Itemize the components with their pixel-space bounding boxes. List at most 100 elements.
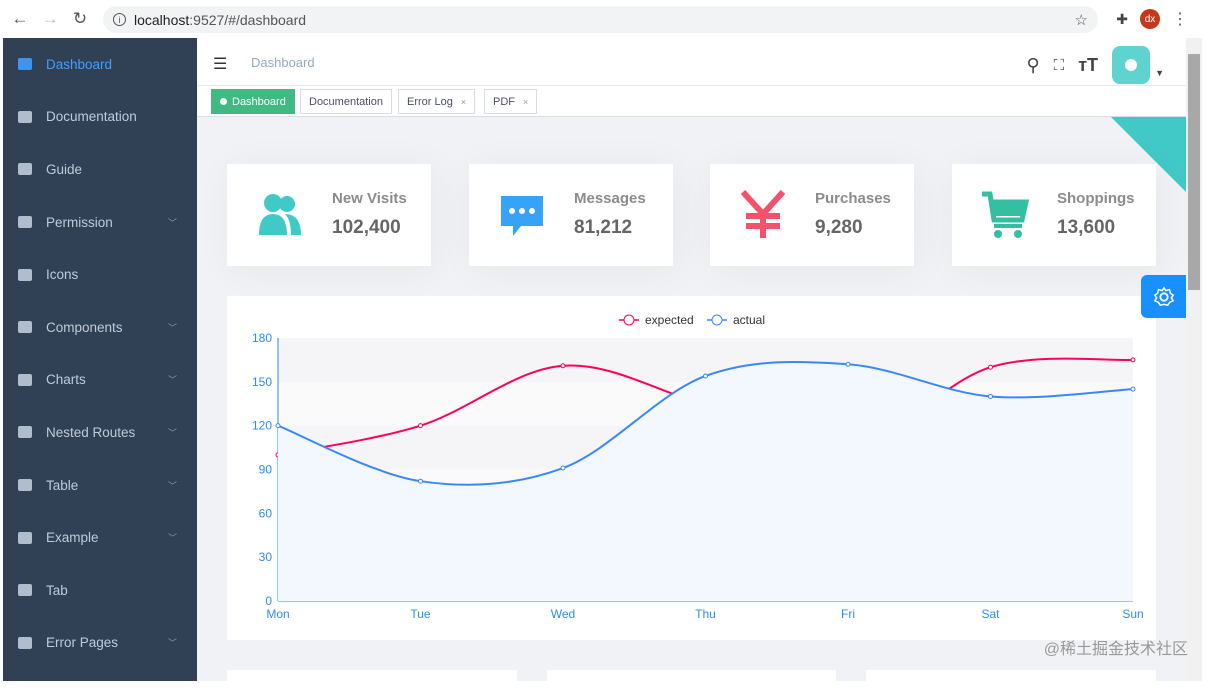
card-label: New Visits [332,190,407,207]
card-label: Messages [574,190,646,207]
settings-button[interactable] [1141,275,1186,318]
profile-avatar[interactable]: dx [1140,9,1160,29]
card-messages[interactable]: Messages 81,212 [469,164,673,266]
breadcrumb[interactable]: Dashboard [251,55,315,70]
x-tick-label: Thu [695,607,716,621]
nested-routes-icon [18,426,32,439]
data-point [703,373,708,379]
card-value: 81,212 [574,217,633,238]
tag-label: Dashboard [232,95,286,108]
x-tick-label: Sun [1122,607,1143,621]
fullscreen-icon[interactable]: ⛶ [1053,56,1065,74]
sidebar-item-guide[interactable]: Guide [3,143,197,196]
url-host: localhost [134,11,190,28]
sidebar-item-label: Table [46,477,79,493]
icons-icon [18,268,32,281]
card-label: Shoppings [1057,190,1135,207]
legend-label: expected [645,313,694,327]
gear-icon [1153,286,1174,306]
x-tick-label: Tue [410,607,431,621]
avatar[interactable] [1112,46,1150,84]
address-bar[interactable]: i localhost:9527/#/dashboard ☆ [103,6,1098,33]
legend-marker [623,314,635,326]
close-icon[interactable]: × [523,96,529,107]
data-point [1130,357,1136,363]
bookmark-star-icon[interactable]: ☆ [1074,11,1088,29]
info-icon[interactable]: i [113,13,126,26]
data-point [275,423,281,429]
chevron-down-icon: ﹀ [167,217,177,228]
bottom-panel [866,670,1156,690]
sidebar-item-label: Example [46,530,99,546]
sidebar-item-label: Tab [46,582,68,598]
search-icon[interactable]: ⚲ [1026,54,1040,75]
forward-icon[interactable]: → [41,9,59,28]
sidebar-item-icons[interactable]: Icons [3,248,197,301]
hamburger-icon[interactable]: ☰ [213,56,228,73]
sidebar-item-dashboard[interactable]: Dashboard [3,38,197,91]
sidebar-item-label: Charts [46,372,86,388]
sidebar-item-error-pages[interactable]: Error Pages ﹀ [3,617,197,670]
sidebar-item-label: Guide [46,161,83,177]
sidebar-item-tab[interactable]: Tab [3,564,197,617]
user-menu[interactable]: ▼ [1112,46,1164,84]
sidebar-item-label: Components [46,319,123,335]
caret-down-icon[interactable]: ▼ [1155,68,1164,78]
sidebar-item-label: Error Pages [46,635,119,651]
example-icon [18,531,32,544]
sidebar-item-documentation[interactable]: Documentation [3,91,197,144]
sidebar-item-label: Nested Routes [46,424,136,440]
reload-icon[interactable]: ↻ [72,9,88,28]
x-tick-label: Fri [841,607,855,621]
tag-pdf[interactable]: PDF × [484,89,538,114]
charts-icon [18,373,32,386]
sidebar-item-table[interactable]: Table ﹀ [3,459,197,512]
tab-icon [18,584,32,597]
active-dot-icon [220,98,227,105]
sidebar-item-label: Dashboard [46,56,113,72]
tag-error-log[interactable]: Error Log × [398,89,476,114]
back-icon[interactable]: ← [11,9,29,28]
menu-icon[interactable]: ⋮ [1172,11,1188,28]
card-shoppings[interactable]: Shoppings 13,600 [952,164,1156,266]
data-point [988,364,993,370]
documentation-icon [18,110,32,123]
chevron-down-icon: ﹀ [167,322,177,333]
tag-dashboard[interactable]: Dashboard [211,89,295,114]
close-icon[interactable]: × [460,96,467,107]
card-purchases[interactable]: Purchases 9,280 [710,164,914,266]
sidebar-item-nested-routes[interactable]: Nested Routes ﹀ [3,406,197,459]
sidebar-item-example[interactable]: Example ﹀ [3,511,197,564]
extensions-icon[interactable]: ✚ [1116,10,1128,27]
legend-label: actual [733,313,765,327]
data-point [988,393,993,399]
bottom-panel [547,670,836,690]
y-tick-label: 30 [259,550,273,564]
guide-icon [18,163,32,176]
card-value: 9,280 [815,217,863,238]
chevron-down-icon: ﹀ [167,480,177,491]
data-point [418,423,423,429]
card-value: 102,400 [332,217,401,238]
scrollbar-thumb[interactable] [1188,54,1200,290]
dashboard-icon [18,58,32,71]
chevron-down-icon: ﹀ [167,533,177,544]
sidebar-item-label: Documentation [46,109,137,125]
sidebar-item-label: Icons [46,267,79,283]
sidebar-item-components[interactable]: Components ﹀ [3,301,197,354]
chevron-down-icon: ﹀ [167,375,177,386]
tag-documentation[interactable]: Documentation [300,89,392,114]
money-icon [740,190,786,238]
data-point [1130,386,1136,392]
sidebar-item-charts[interactable]: Charts ﹀ [3,354,197,407]
y-tick-label: 90 [259,463,273,477]
legend-marker [711,314,723,326]
peoples-icon [259,194,301,235]
x-tick-label: Sat [981,607,1000,621]
card-new-visits[interactable]: New Visits 102,400 [227,164,431,266]
table-icon [18,479,32,492]
size-icon[interactable]: ᴛT [1078,54,1098,75]
sidebar-item-permission[interactable]: Permission ﹀ [3,196,197,249]
scrollbar[interactable] [1186,38,1202,681]
y-tick-label: 180 [252,331,272,345]
